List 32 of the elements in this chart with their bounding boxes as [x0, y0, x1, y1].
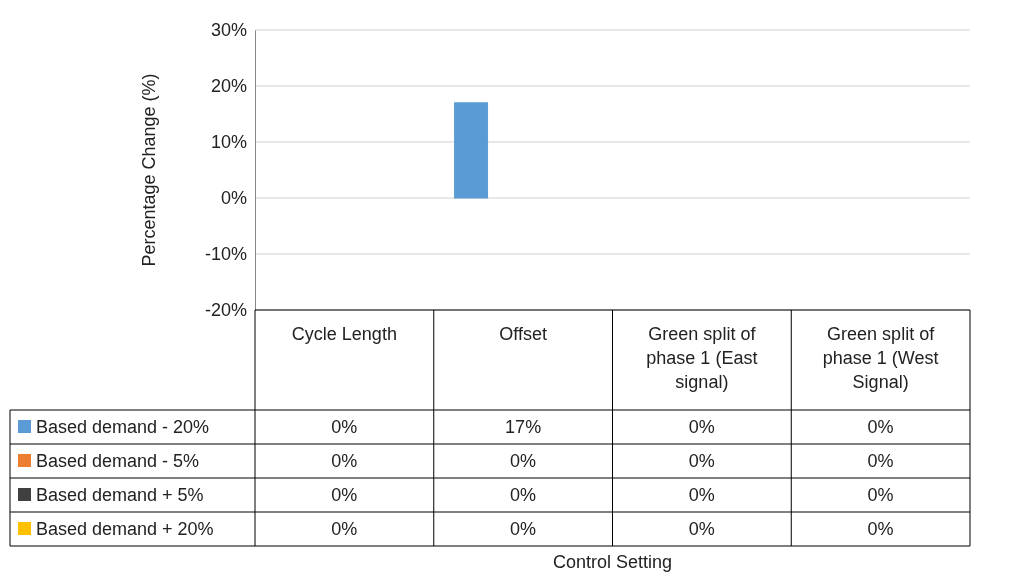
y-tick-label: 10% — [210, 132, 247, 153]
data-label: 0% — [688, 485, 715, 505]
y-tick-label: -10% — [204, 244, 247, 265]
data-label: 0% — [867, 417, 894, 437]
y-tick-label: 30% — [210, 20, 247, 41]
data-label: 0% — [688, 519, 715, 539]
data-label: 0% — [688, 451, 715, 471]
legend-label: Based demand - 20% — [36, 417, 210, 437]
data-label: 17% — [505, 417, 542, 437]
data-label: 0% — [510, 519, 537, 539]
data-label: 0% — [331, 417, 358, 437]
y-tick-label: -20% — [204, 300, 247, 321]
x-tick-label: Green split of phase 1 (East signal) — [646, 324, 758, 392]
data-label: 0% — [510, 485, 537, 505]
legend-label: Based demand - 5% — [36, 451, 200, 471]
y-tick-label: 0% — [220, 188, 247, 209]
x-tick-label: Cycle Length — [291, 324, 397, 344]
data-label: 0% — [867, 519, 894, 539]
data-label: 0% — [867, 451, 894, 471]
x-tick-label: Green split of phase 1 (West Signal) — [822, 324, 939, 392]
data-label: 0% — [688, 417, 715, 437]
data-label: 0% — [331, 519, 358, 539]
legend-label: Based demand + 20% — [36, 519, 214, 539]
legend-label: Based demand + 5% — [36, 485, 204, 505]
y-tick-label: 20% — [210, 76, 247, 97]
text: Control Setting — [552, 552, 673, 572]
x-tick-label: Offset — [499, 324, 547, 344]
y-axis-title: Percentage Change (%) — [139, 73, 159, 267]
data-label: 0% — [867, 485, 894, 505]
data-label: 0% — [510, 451, 537, 471]
data-label: 0% — [331, 485, 358, 505]
data-label: 0% — [331, 451, 358, 471]
